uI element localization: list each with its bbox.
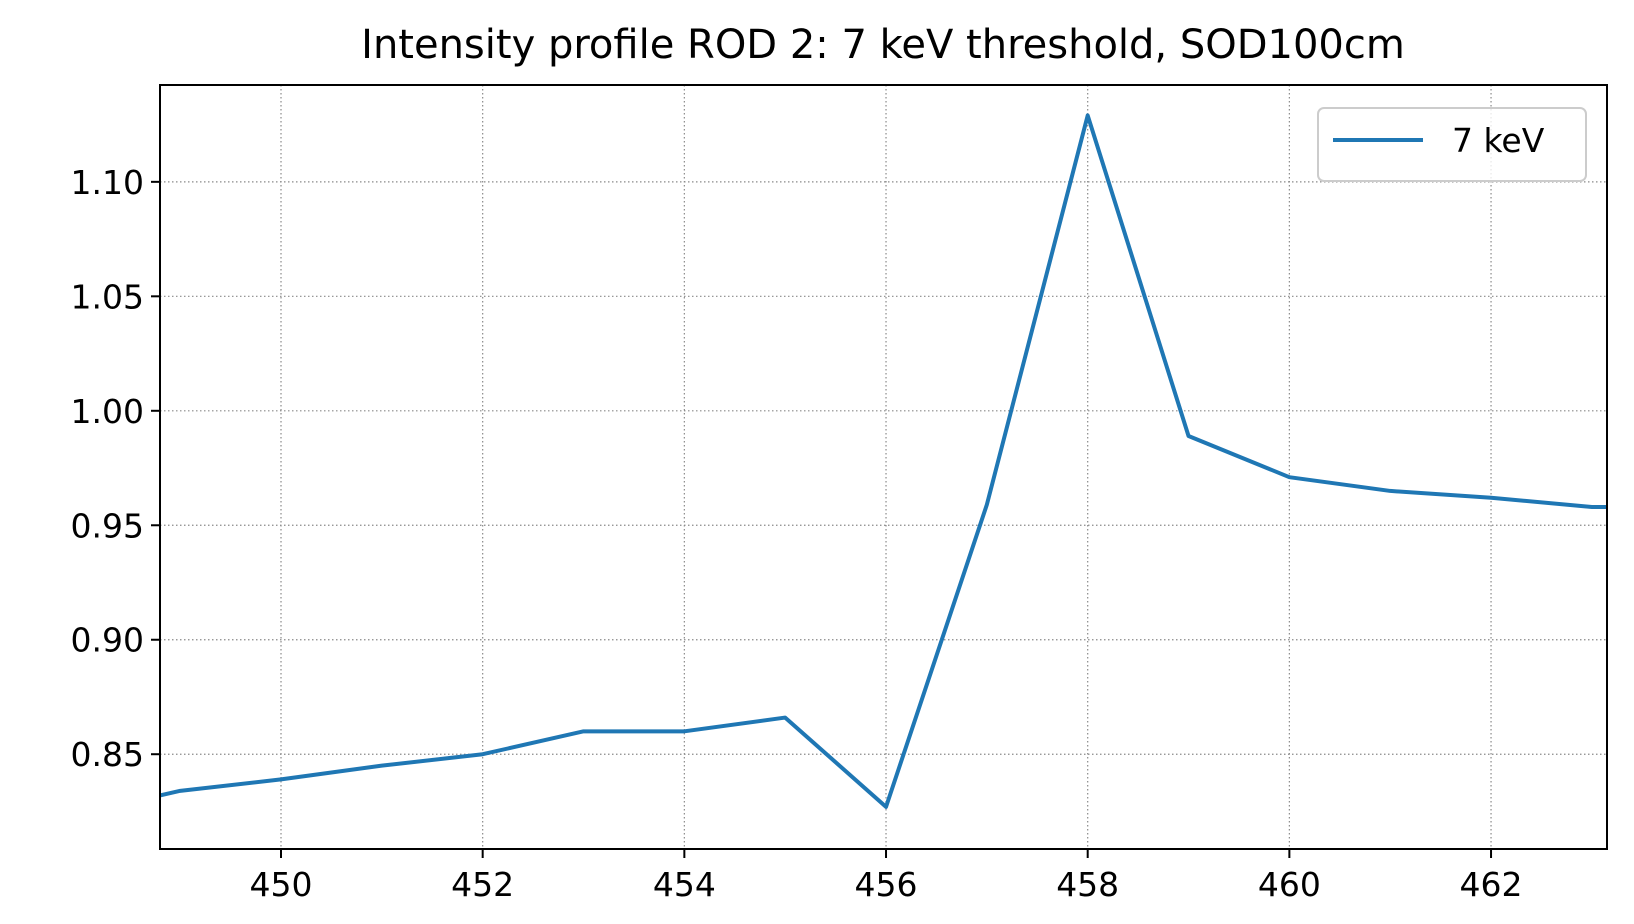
- chart-title: Intensity profile ROD 2: 7 keV threshold…: [361, 22, 1405, 68]
- x-tick-label: 462: [1460, 865, 1523, 904]
- y-tick-label: 0.90: [71, 621, 144, 660]
- series-layer: [160, 113, 1607, 809]
- x-tick-label: 456: [855, 865, 918, 904]
- x-tick-label: 452: [451, 865, 514, 904]
- x-tick-label: 458: [1056, 865, 1119, 904]
- x-tick-label: 454: [653, 865, 716, 904]
- grid: [160, 85, 1607, 849]
- y-tick-label: 1.10: [71, 163, 144, 202]
- y-axis: 0.85 0.90 0.95 1.00 1.05 1.10: [71, 163, 160, 774]
- y-tick-label: 0.85: [71, 735, 144, 774]
- x-tick-label: 450: [250, 865, 313, 904]
- x-tick-label: 460: [1258, 865, 1321, 904]
- x-axis: 450 452 454 456 458 460 462: [250, 849, 1523, 904]
- axes-frame: [159, 84, 1608, 850]
- legend-label-7kev: 7 keV: [1452, 121, 1545, 160]
- y-tick-label: 0.95: [71, 506, 144, 545]
- y-tick-label: 1.00: [71, 392, 144, 431]
- legend-box: [1317, 107, 1587, 182]
- series-line-0: [160, 113, 1607, 809]
- legend: 7 keV: [1317, 107, 1587, 182]
- y-tick-label: 1.05: [71, 277, 144, 316]
- plot-area: [160, 113, 1607, 809]
